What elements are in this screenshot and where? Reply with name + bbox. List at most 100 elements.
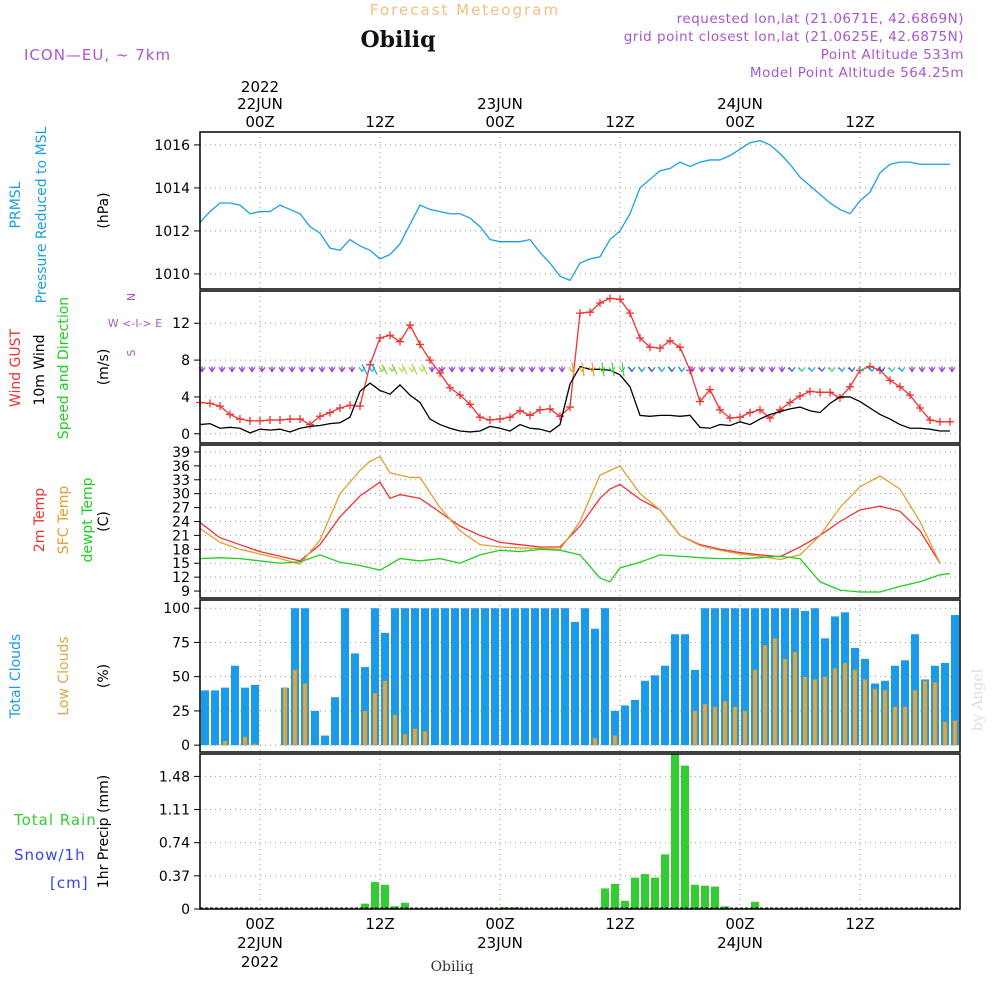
total-cloud-bar <box>521 608 529 746</box>
low-cloud-bar <box>292 669 298 746</box>
total-cloud-bar <box>811 608 819 746</box>
total-cloud-bar <box>551 608 559 746</box>
gust-marker <box>606 294 614 303</box>
wind-arrow-head <box>718 366 726 373</box>
gust-marker <box>436 368 444 377</box>
low-cloud-bar <box>882 690 888 746</box>
gust-marker <box>516 406 524 415</box>
panel-frame <box>199 753 961 910</box>
wind-arrow-head <box>268 366 276 373</box>
wind-arrow-head <box>318 366 326 373</box>
total-cloud-bar <box>431 608 439 746</box>
wind-arrow-head <box>668 366 676 373</box>
wind-arrow-head <box>388 366 396 373</box>
wind-arrow-head <box>798 366 806 373</box>
y-tick-label: 27 <box>172 501 190 517</box>
pressure-label: Pressure Reduced to MSL <box>34 126 50 303</box>
total-cloud-bar <box>331 697 339 746</box>
wind-arrow-head <box>548 366 556 373</box>
rain-bar <box>751 901 759 909</box>
total-cloud-bar <box>421 608 429 746</box>
y-tick-label: 1012 <box>154 224 190 240</box>
wind-arrow-head <box>948 366 956 373</box>
total-cloud-bar <box>941 662 949 746</box>
low-cloud-bar <box>222 740 228 746</box>
gust-marker <box>446 383 454 392</box>
wind-arrow-head <box>348 366 356 373</box>
rain-bar <box>631 877 639 909</box>
wind-arrow-head <box>818 366 826 373</box>
series-line-prmsl <box>199 139 950 282</box>
wind-arrow-head <box>768 366 776 373</box>
total-cloud-bar <box>741 608 749 746</box>
gust-marker <box>336 403 344 412</box>
wind-arrow <box>381 364 388 375</box>
wind-arrow-head <box>568 366 576 373</box>
top-time-label: 12Z <box>365 113 394 131</box>
y-tick-label: 12 <box>172 316 190 332</box>
wind-arrow-head <box>288 366 296 373</box>
wind-arrow-head <box>298 366 306 373</box>
rain-bar <box>611 883 619 909</box>
low-cloud-bar <box>862 679 868 746</box>
wind-arrow-head <box>498 366 506 373</box>
wind-arrow-head <box>708 366 716 373</box>
total-cloud-bar <box>491 608 499 746</box>
gust-marker <box>266 415 274 424</box>
total-cloud-bar <box>671 634 679 746</box>
low-cloud-bar <box>712 706 718 746</box>
wind-arrow-head <box>788 366 796 373</box>
low-cloud-bar <box>922 680 928 746</box>
wind-arrow-head <box>618 366 626 373</box>
gust-marker <box>216 402 224 411</box>
gust-marker <box>226 410 234 419</box>
total-cloud-bar <box>611 710 619 746</box>
low-cloud-bar <box>872 688 878 746</box>
rain-bar <box>711 886 719 909</box>
total-cloud-bar <box>901 660 909 746</box>
bottom-time-label: 12Z <box>845 915 874 933</box>
wind-arrow-head <box>398 366 406 373</box>
low-cloud-bar <box>252 743 258 746</box>
top-date-label: 23JUN <box>477 95 523 113</box>
gust-marker <box>826 388 834 397</box>
bottom-time-label: 12Z <box>605 915 634 933</box>
wind-arrow-head <box>658 366 666 373</box>
low-cloud-bar <box>412 728 418 746</box>
wind-arrow-head <box>938 366 946 373</box>
panel-2: 0 4 8 12 (m/s) <box>96 290 961 444</box>
gust-marker <box>206 399 214 408</box>
point-altitude: Point Altitude 533m <box>821 47 964 63</box>
wind-arrow-head <box>608 366 616 373</box>
panel-frame <box>199 290 961 444</box>
wind-arrow <box>391 364 398 375</box>
wind-arrow-head <box>528 366 536 373</box>
gust-marker <box>886 376 894 385</box>
wind-arrow-head <box>308 366 316 373</box>
total-cloud-bar <box>891 665 899 746</box>
total-cloud-bar <box>301 608 309 746</box>
top-time-label: 12Z <box>605 113 634 131</box>
model-label: ICON—EU, ~ 7km <box>24 46 171 64</box>
panel-1: 1010 1012 1014 1016 (hPa) <box>96 131 961 290</box>
wind-arrow-head <box>258 366 266 373</box>
total-cloud-bar <box>471 608 479 746</box>
wind-arrow-head <box>828 366 836 373</box>
gust-marker <box>326 408 334 417</box>
total-cloud-bar <box>391 608 399 746</box>
gust-marker <box>666 336 674 345</box>
wind-arrow-head <box>738 366 746 373</box>
low-cloud-bar <box>832 668 838 746</box>
top-time-label: 12Z <box>845 113 874 131</box>
gust-marker <box>496 415 504 424</box>
total-cloud-bar <box>951 615 959 746</box>
wind-arrow-head <box>208 366 216 373</box>
y-tick-label: 0 <box>181 902 190 918</box>
rain-bar <box>621 900 629 909</box>
rain-bar <box>691 884 699 909</box>
gust-marker <box>356 402 364 411</box>
wind-arrow-head <box>368 366 376 373</box>
gust-marker <box>746 408 754 417</box>
wind-arrow-head <box>678 366 686 373</box>
